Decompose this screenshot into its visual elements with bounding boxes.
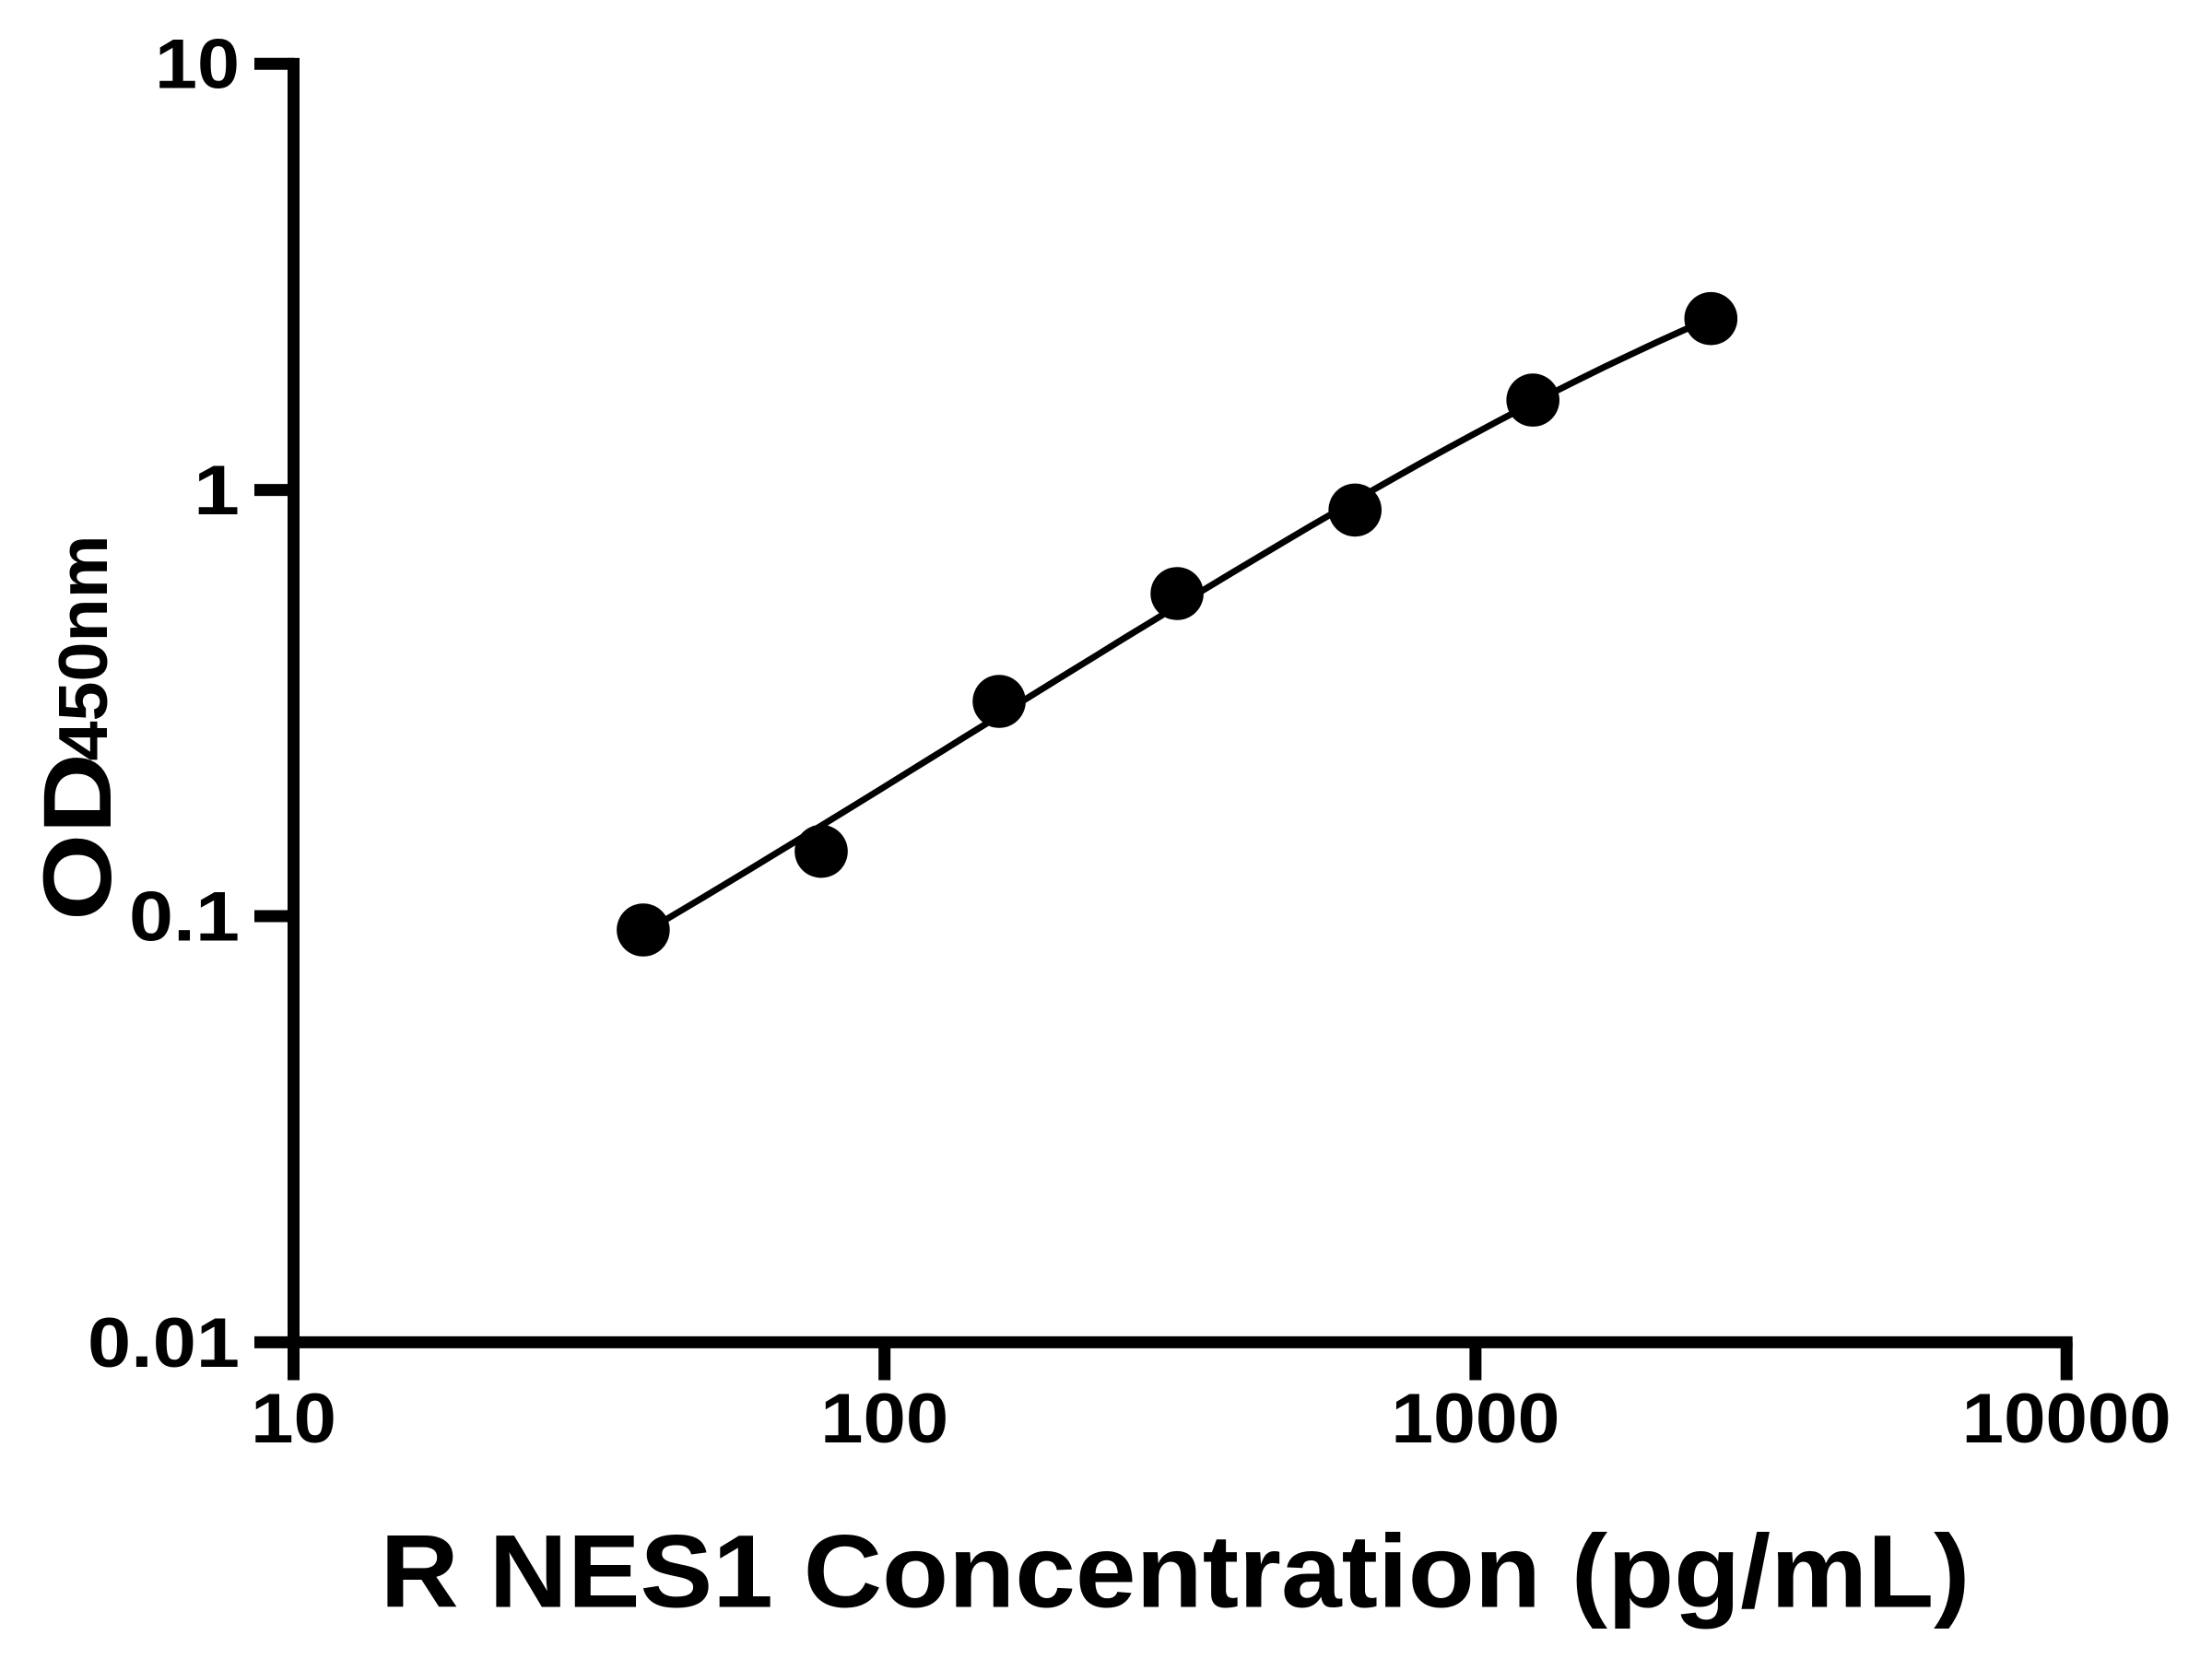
svg-text:OD: OD xyxy=(24,753,132,921)
svg-text:10: 10 xyxy=(155,26,240,104)
svg-text:1000: 1000 xyxy=(1391,1380,1559,1458)
svg-text:1: 1 xyxy=(194,452,240,530)
svg-text:10000: 10000 xyxy=(1962,1380,2171,1458)
svg-text:0.1: 0.1 xyxy=(129,878,240,957)
svg-text:100: 100 xyxy=(820,1380,948,1458)
svg-text:0.01: 0.01 xyxy=(88,1304,240,1382)
svg-text:450nm: 450nm xyxy=(44,535,122,761)
svg-text:R NES1 Concentration (pg/mL): R NES1 Concentration (pg/mL) xyxy=(381,1514,1971,1630)
svg-text:10: 10 xyxy=(251,1380,336,1458)
